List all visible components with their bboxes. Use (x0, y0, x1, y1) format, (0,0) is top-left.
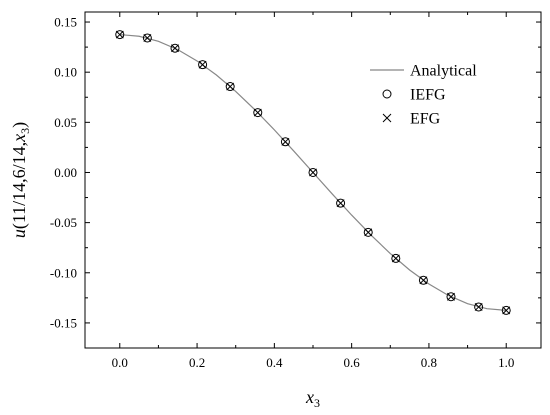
y-tick-label: 0.15 (54, 15, 77, 30)
efg-point (226, 82, 235, 91)
y-axis-label-subscript: 3 (18, 128, 32, 134)
y-axis-label: u(11/14,6/14,x3) (9, 122, 32, 238)
efg-point (143, 34, 152, 42)
efg-point (281, 137, 290, 146)
efg-point (364, 228, 373, 237)
x-ticks: 0.0 0.2 0.4 0.6 0.8 1.0 (112, 12, 514, 370)
x-axis-label: x3 (305, 387, 320, 410)
efg-point (419, 276, 428, 285)
efg-point (309, 168, 317, 177)
iefg-point (253, 108, 263, 118)
legend: Analytical IEFG EFG (370, 63, 477, 128)
legend-swatch-iefg (382, 89, 392, 99)
y-tick-label: 0.00 (54, 165, 77, 180)
legend-label: IEFG (410, 87, 446, 104)
iefg-point (336, 198, 346, 208)
efg-point (336, 199, 345, 208)
iefg-point (474, 302, 484, 312)
x-tick-label: 0.0 (112, 355, 128, 370)
efg-point (391, 254, 400, 263)
iefg-point (391, 253, 401, 263)
y-ticks: -0.15 -0.10 -0.05 0.00 0.05 0.10 0.15 (50, 15, 541, 330)
efg-point (115, 30, 124, 39)
y-tick-label: -0.10 (50, 265, 77, 280)
iefg-point (280, 137, 290, 147)
x-tick-label: 1.0 (498, 355, 514, 370)
legend-label: Analytical (410, 63, 477, 80)
iefg-point (142, 33, 152, 43)
iefg-point (363, 227, 373, 237)
efg-point (474, 303, 483, 311)
y-tick-label: -0.15 (50, 315, 77, 330)
x-axis-label-subscript: 3 (314, 396, 320, 410)
y-tick-label: -0.05 (50, 215, 77, 230)
plot-markers (115, 30, 511, 315)
efg-point (171, 44, 179, 53)
iefg-point (501, 305, 511, 315)
iefg-point (115, 30, 125, 40)
iefg-point (198, 60, 208, 70)
y-tick-label: 0.10 (54, 65, 77, 80)
x-tick-label: 0.2 (189, 355, 205, 370)
x-tick-label: 0.8 (421, 355, 437, 370)
iefg-point (308, 167, 318, 177)
legend-label: EFG (410, 111, 441, 128)
x-tick-label: 0.4 (266, 355, 283, 370)
iefg-point (225, 82, 235, 92)
efg-point (253, 108, 262, 117)
efg-point (502, 306, 511, 315)
legend-swatch-efg (382, 113, 392, 123)
iefg-point (418, 275, 428, 285)
x-tick-label: 0.6 (344, 355, 361, 370)
iefg-point (446, 292, 456, 302)
iefg-point (170, 43, 180, 53)
efg-point (447, 292, 455, 301)
y-tick-label: 0.05 (54, 115, 77, 130)
efg-point (198, 60, 207, 69)
